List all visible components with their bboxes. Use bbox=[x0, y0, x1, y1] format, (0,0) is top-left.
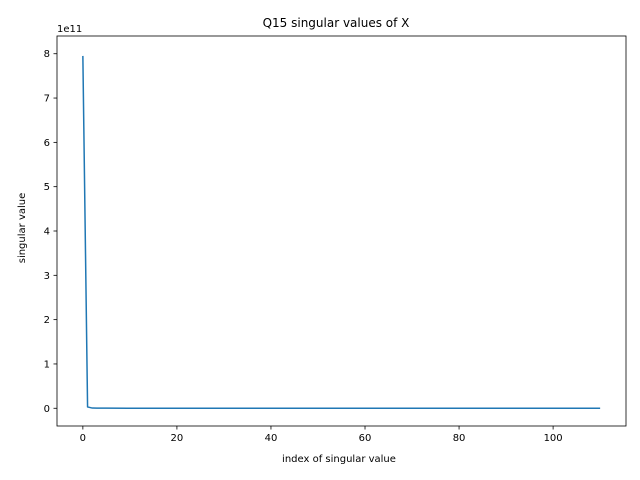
series-layer bbox=[82, 55, 601, 410]
x-tick-label: 100 bbox=[544, 433, 563, 444]
y-tick-label: 4 bbox=[44, 227, 50, 238]
x-tick-label: 0 bbox=[80, 433, 86, 444]
x-tick-label: 60 bbox=[359, 433, 372, 444]
y-tick-label: 8 bbox=[44, 49, 50, 60]
series-line-0 bbox=[82, 55, 601, 410]
chart-title: Q15 singular values of X bbox=[263, 16, 410, 30]
y-offset-label: 1e11 bbox=[57, 24, 82, 35]
y-tick-label: 0 bbox=[44, 404, 50, 415]
plot-frame bbox=[56, 35, 627, 427]
plot-area bbox=[56, 35, 627, 427]
x-axis-ticks: 0 20 40 60 80 100 bbox=[80, 426, 563, 444]
y-tick-label: 2 bbox=[44, 315, 50, 326]
y-tick-label: 6 bbox=[44, 138, 50, 149]
y-axis-label: singular value bbox=[17, 193, 28, 264]
x-tick-label: 20 bbox=[171, 433, 184, 444]
x-tick-label: 40 bbox=[265, 433, 278, 444]
y-tick-label: 5 bbox=[44, 182, 50, 193]
y-tick-label: 1 bbox=[44, 359, 50, 370]
y-tick-label: 7 bbox=[44, 94, 50, 105]
x-axis-label: index of singular value bbox=[282, 454, 396, 465]
y-axis-ticks: 0 1 2 3 4 5 6 7 8 bbox=[44, 49, 57, 415]
x-tick-label: 80 bbox=[453, 433, 466, 444]
y-tick-label: 3 bbox=[44, 271, 50, 282]
